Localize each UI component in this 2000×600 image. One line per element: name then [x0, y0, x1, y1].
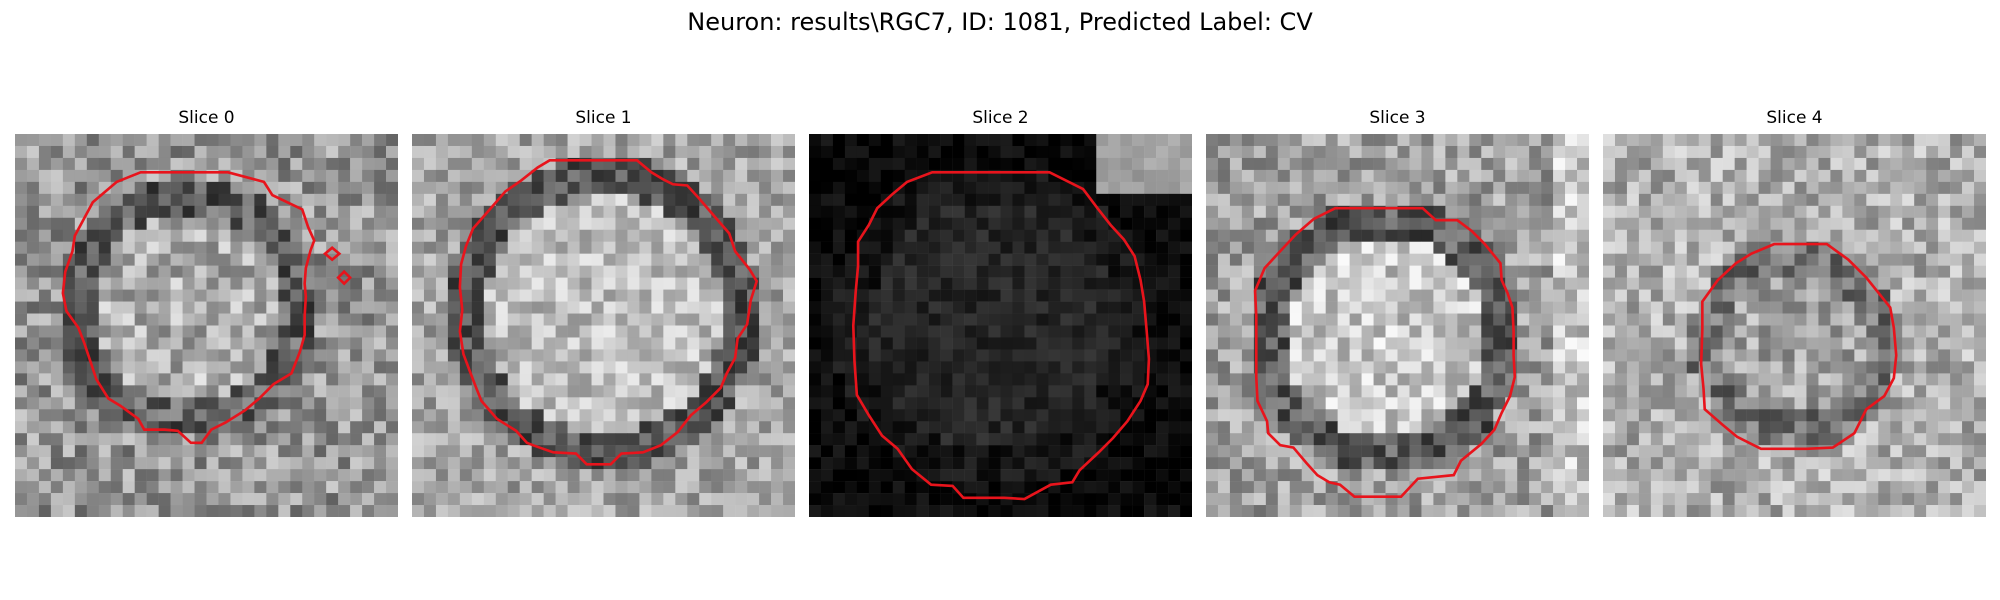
slice-title-4: Slice 4 [1766, 108, 1823, 128]
slice-image-0 [15, 134, 398, 517]
slice-title-3: Slice 3 [1369, 108, 1426, 128]
slice-image-3 [1206, 134, 1589, 517]
slice-panel-2: Slice 2 [809, 106, 1192, 517]
cell-contour-0 [61, 170, 316, 445]
cell-contour-0c [336, 269, 352, 286]
slice-pixels-0 [15, 134, 398, 517]
cell-contour-0b [322, 245, 342, 262]
figure-title: Neuron: results\RGC7, ID: 1081, Predicte… [687, 8, 1313, 36]
cell-contour-1 [458, 159, 759, 466]
slice-panel-4: Slice 4 [1603, 106, 1986, 517]
slice-title-0: Slice 0 [178, 108, 235, 128]
slice-panel-3: Slice 3 [1206, 106, 1589, 517]
slice-panel-0: Slice 0 [15, 106, 398, 517]
slice-title-2: Slice 2 [972, 108, 1029, 128]
slice-image-2 [809, 134, 1192, 517]
slice-image-1 [412, 134, 795, 517]
cell-contour-3 [1253, 206, 1517, 498]
slice-pixels-4 [1603, 134, 1986, 517]
slice-pixels-1 [412, 134, 795, 517]
slice-image-4 [1603, 134, 1986, 517]
slice-panel-1: Slice 1 [412, 106, 795, 517]
slice-pixels-2 [809, 134, 1192, 517]
slice-title-1: Slice 1 [575, 108, 632, 128]
slice-pixels-3 [1206, 134, 1589, 517]
cell-contour-4 [1699, 242, 1898, 451]
cell-contour-2 [851, 170, 1151, 501]
